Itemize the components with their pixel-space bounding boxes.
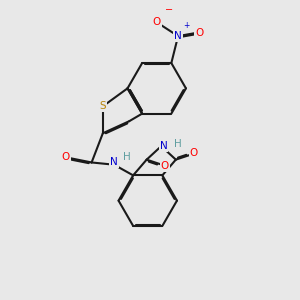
Text: H: H <box>174 139 181 149</box>
Text: O: O <box>61 152 70 162</box>
Text: O: O <box>195 28 203 38</box>
Text: +: + <box>183 21 189 30</box>
Text: O: O <box>160 161 169 171</box>
Text: N: N <box>160 141 167 151</box>
Text: O: O <box>190 148 198 158</box>
Text: O: O <box>153 16 161 26</box>
Text: N: N <box>110 157 118 167</box>
Text: −: − <box>165 5 173 15</box>
Text: S: S <box>100 101 106 111</box>
Text: N: N <box>174 31 182 41</box>
Text: H: H <box>124 152 131 162</box>
